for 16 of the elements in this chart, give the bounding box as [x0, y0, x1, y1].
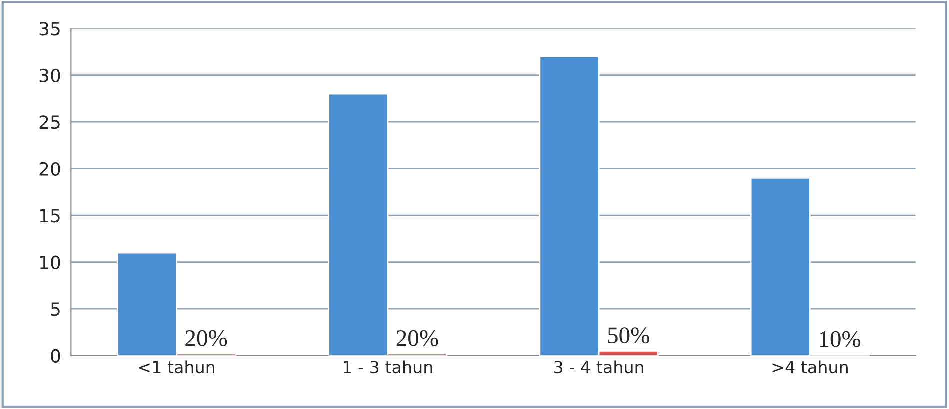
data-label: 10%	[820, 331, 861, 348]
data-label: 50%	[608, 328, 650, 344]
y-tick-label: 5	[51, 302, 60, 316]
x-tick-label: >4 tahun	[772, 360, 848, 374]
x-tick-label: 3 - 4 tahun	[554, 360, 644, 374]
y-tick-label: 25	[40, 116, 60, 130]
y-tick-label: 30	[40, 68, 60, 82]
y-tick-label: 10	[40, 256, 60, 270]
y-tick-label: 15	[40, 209, 60, 223]
x-tick-label: <1 tahun	[139, 360, 214, 374]
x-tick-label: 1 - 3 tahun	[344, 360, 432, 374]
y-tick-label: 0	[51, 349, 60, 363]
y-tick-label: 35	[40, 22, 60, 36]
y-tick-label: 20	[40, 162, 60, 176]
data-label: 20%	[186, 330, 228, 346]
data-label: 20%	[396, 330, 438, 346]
